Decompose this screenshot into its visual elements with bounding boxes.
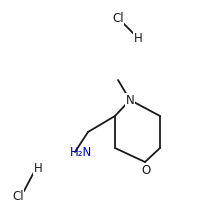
Text: H: H	[34, 161, 42, 175]
Text: Cl: Cl	[112, 12, 124, 25]
Text: N: N	[126, 93, 134, 107]
Text: O: O	[141, 165, 151, 178]
Text: H₂N: H₂N	[70, 147, 92, 159]
Text: Cl: Cl	[12, 190, 24, 202]
Text: H: H	[134, 31, 142, 45]
